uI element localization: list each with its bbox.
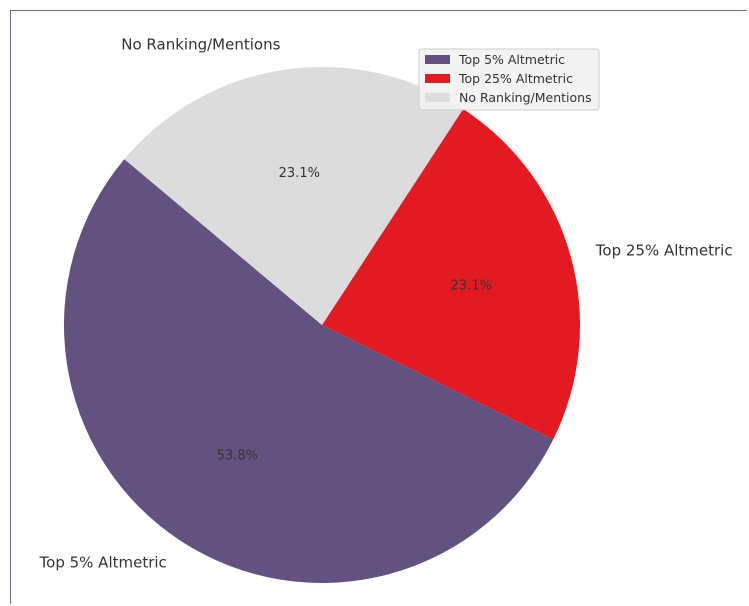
slice-label-top-25-altmetric: Top 25% Altmetric	[595, 241, 733, 259]
legend-swatch-no-ranking	[425, 93, 450, 102]
legend: Top 5% Altmetric Top 25% Altmetric No Ra…	[418, 48, 600, 111]
slice-labels: Top 5% Altmetric Top 25% Altmetric No Rank…	[39, 35, 733, 571]
percent-label-top-5-altmetric: 53.8%	[217, 449, 258, 464]
percent-label-top-25-altmetric: 23.1%	[451, 278, 492, 293]
pie-slice-top-5-altmetric	[63, 159, 554, 584]
percent-label-no-ranking-mentions: 23.1%	[279, 166, 320, 181]
pie-slices	[63, 67, 580, 584]
percent-labels: 53.8% 23.1% 23.1%	[217, 166, 492, 464]
slice-label-no-ranking-mentions: No Ranking/Mentions	[121, 35, 280, 53]
legend-box	[418, 48, 600, 111]
slice-label-top-5-altmetric: Top 5% Altmetric	[39, 554, 167, 572]
legend-swatch-top5	[425, 55, 450, 64]
pie-slice-no-ranking-mentions	[124, 67, 464, 325]
legend-swatch-top25	[425, 74, 450, 83]
legend-label-top5: Top 5% Altmetric	[458, 52, 565, 67]
legend-label-no-ranking: No Ranking/Mentions	[459, 90, 592, 105]
plot-frame	[10, 10, 747, 604]
legend-label-top25: Top 25% Altmetric	[458, 71, 573, 86]
pie-slice-top-25-altmetric	[322, 109, 580, 440]
